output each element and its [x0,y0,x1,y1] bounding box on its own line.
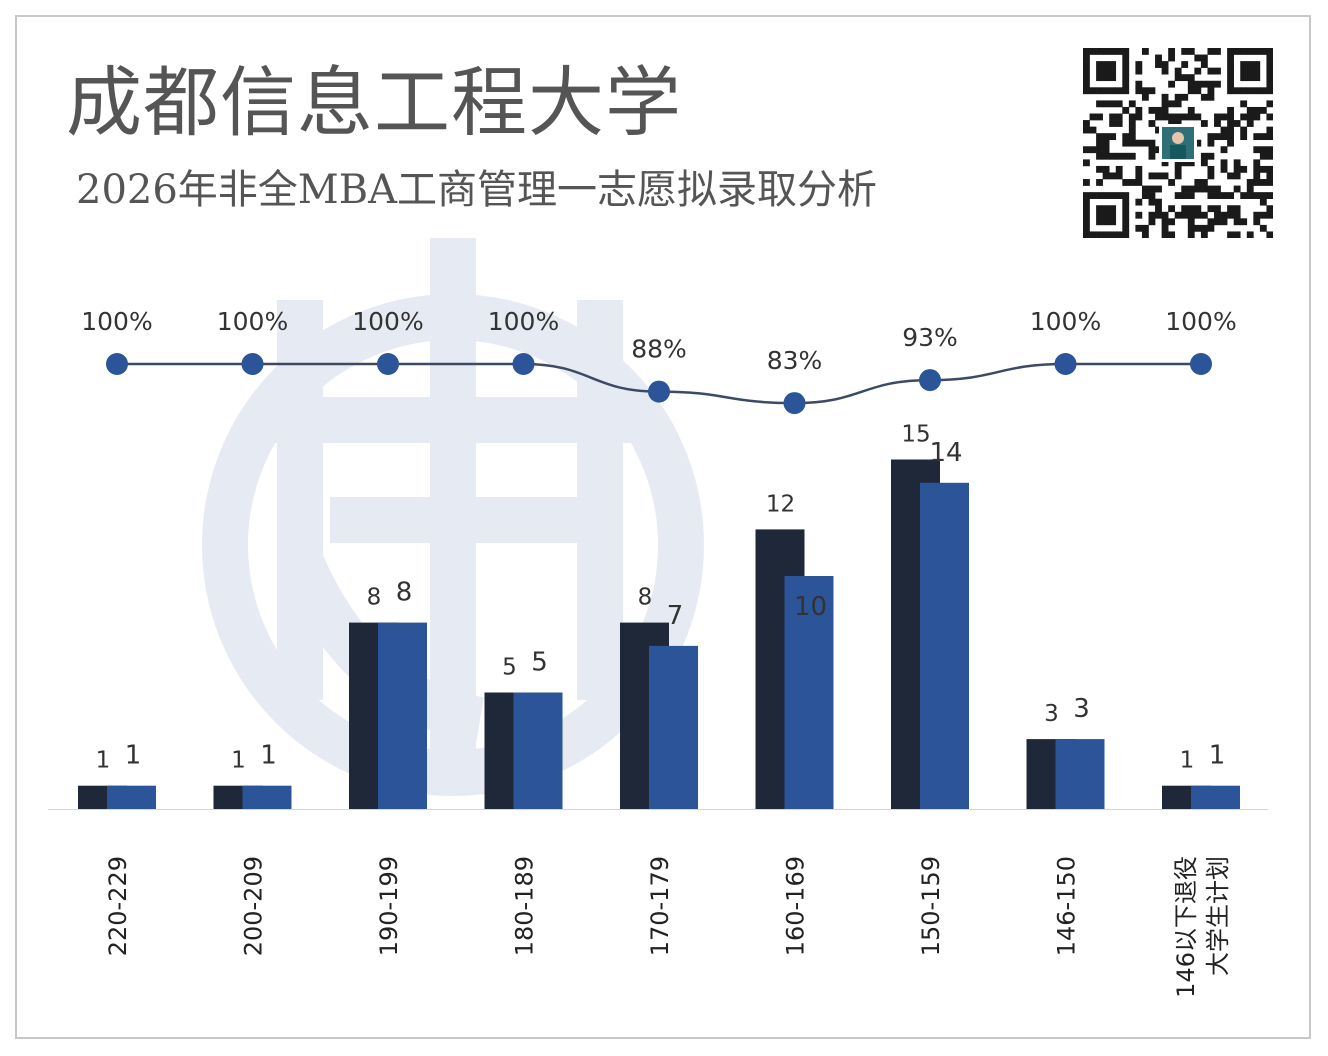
rate-label-8: 100% [1165,307,1236,336]
data-label-series2-1: 1 [260,741,277,771]
rate-point-3 [512,353,535,375]
rate-point-4 [648,380,670,403]
x-tick-label-line: 大学生计划 [1204,856,1232,976]
x-tick-label-line: 160-169 [782,856,810,956]
x-tick-label-3: 180-189 [511,856,539,956]
logo-watermark-icon [202,238,704,796]
bar-series2-8 [1191,785,1240,809]
chart-frame [15,15,1311,1039]
rate-label-7: 100% [1030,307,1101,336]
data-label-series2-0: 1 [125,741,142,771]
rate-point-0 [106,353,128,375]
rate-label-4: 88% [631,335,687,364]
x-tick-label-line: 150-159 [917,856,945,956]
x-tick-label-8: 146以下退役 大学生计划 [1172,856,1232,998]
rate-label-0: 100% [81,307,152,336]
x-tick-label-2: 190-199 [375,856,403,956]
qr-code-icon [1083,48,1273,238]
page-title: 成都信息工程大学 [66,58,682,147]
bar-series2-4 [649,645,698,809]
x-tick-label-line: 190-199 [375,856,403,956]
rate-point-1 [241,353,264,375]
x-tick-label-1: 200-209 [240,856,268,956]
x-tick-label-line: 170-179 [646,856,674,956]
bar-series2-3 [513,692,563,809]
data-label-series1-0: 1 [96,748,111,774]
x-tick-label-0: 220-229 [104,856,132,956]
bar-series2-0 [107,785,156,809]
data-label-series2-5: 10 [794,592,827,622]
x-tick-label-line: 146-150 [1053,856,1081,956]
x-tick-label-line: 180-189 [511,856,539,956]
data-label-series2-7: 3 [1073,694,1090,724]
data-label-series2-2: 8 [396,578,413,608]
data-label-series2-6: 14 [929,438,962,468]
data-label-series1-5: 12 [766,491,795,517]
x-tick-label-6: 150-159 [917,856,945,956]
rate-point-6 [919,369,941,392]
x-tick-label-line: 220-229 [104,856,132,956]
rate-label-2: 100% [352,307,423,336]
rate-label-5: 83% [767,346,823,375]
data-label-series1-4: 8 [638,585,653,611]
data-label-series1-6: 15 [901,422,930,448]
data-label-series2-4: 7 [667,601,684,631]
data-label-series2-8: 1 [1209,741,1226,771]
rate-point-8 [1190,353,1212,375]
rate-label-3: 100% [488,307,559,336]
rate-point-2 [377,353,399,375]
data-label-series1-3: 5 [502,655,517,681]
x-tick-label-7: 146-150 [1053,856,1081,956]
rate-label-6: 93% [902,323,958,352]
data-label-series1-1: 1 [231,748,246,774]
rate-label-1: 100% [217,307,288,336]
x-tick-label-line: 200-209 [240,856,268,956]
page-subtitle: 2026年非全MBA工商管理一志愿拟录取分析 [76,167,878,213]
data-label-series1-2: 8 [367,585,382,611]
rate-point-5 [783,392,806,415]
bar-series2-5 [784,576,834,809]
bar-series2-7 [1055,739,1105,809]
data-label-series1-8: 1 [1180,748,1195,774]
data-label-series2-3: 5 [531,648,548,678]
bar-series2-1 [242,785,292,809]
x-tick-label-line: 146以下退役 [1172,856,1200,998]
data-label-series1-7: 3 [1044,701,1059,727]
x-tick-label-5: 160-169 [782,856,810,956]
x-tick-label-4: 170-179 [646,856,674,956]
bar-series2-6 [920,482,969,809]
bar-series2-2 [378,622,427,809]
rate-point-7 [1054,353,1077,375]
